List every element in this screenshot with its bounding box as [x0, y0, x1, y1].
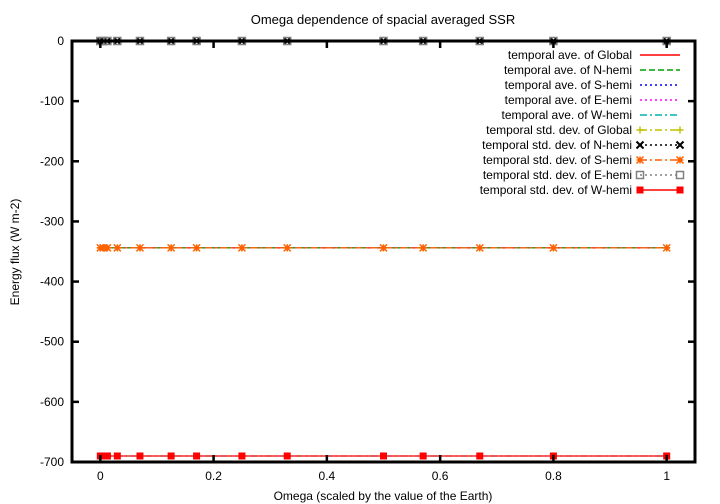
x-tick-label: 0.6	[432, 469, 449, 483]
data-point	[167, 243, 176, 252]
data-point	[379, 243, 388, 252]
data-point	[193, 452, 201, 460]
legend-entry-label: temporal std. dev. of W-hemi	[480, 183, 632, 197]
legend-entry-label: temporal std. dev. of E-hemi	[483, 168, 632, 182]
y-tick-label: -700	[40, 455, 64, 469]
x-tick-label: 0	[97, 469, 104, 483]
data-point	[99, 452, 107, 460]
x-tick-label: 0.2	[205, 469, 222, 483]
legend-entry-label: temporal ave. of N-hemi	[504, 63, 632, 77]
y-tick-label: -100	[40, 94, 64, 108]
plot-frame	[70, 39, 697, 464]
x-tick-label: 0.8	[545, 469, 562, 483]
legend-entry-label: temporal std. dev. of N-hemi	[482, 138, 632, 152]
data-point	[167, 452, 175, 460]
data-point	[192, 243, 201, 252]
y-axis-label: Energy flux (W m-2)	[8, 199, 22, 306]
legend-entry-label: temporal ave. of W-hemi	[502, 108, 633, 122]
y-tick-label: -300	[40, 214, 64, 228]
data-point	[237, 243, 246, 252]
legend-entry-label: temporal ave. of E-hemi	[505, 93, 632, 107]
data-point	[136, 452, 144, 460]
data-point	[103, 243, 112, 252]
series-10	[96, 452, 671, 460]
x-axis-label: Omega (scaled by the value of the Earth)	[274, 489, 493, 503]
y-tick-label: -200	[40, 154, 64, 168]
legend-entry-marker	[676, 126, 684, 134]
legend-entry-marker	[635, 140, 645, 150]
y-tick-label: -500	[40, 335, 64, 349]
data-point	[475, 243, 484, 252]
data-point	[103, 452, 111, 460]
legend-entry-marker	[635, 155, 645, 165]
legend-entry-marker	[635, 170, 645, 180]
y-tick-label: 0	[57, 34, 64, 48]
data-point	[99, 243, 108, 252]
data-point	[380, 452, 387, 460]
series-8	[96, 243, 671, 252]
x-tick-label: 0.4	[319, 469, 336, 483]
legend-entry-label: temporal std. dev. of Global	[486, 123, 632, 137]
data-point	[283, 452, 291, 460]
data-point	[476, 452, 484, 460]
data-point	[283, 243, 292, 252]
legend-entry-label: temporal std. dev. of S-hemi	[483, 153, 632, 167]
data-point	[662, 243, 671, 252]
data-point	[113, 452, 121, 460]
legend-entry-label: temporal ave. of Global	[508, 48, 632, 62]
legend-entry-marker	[675, 170, 685, 180]
chart-title: Omega dependence of spacial averaged SSR	[251, 12, 516, 27]
legend-entry-label: temporal ave. of S-hemi	[505, 78, 632, 92]
legend-entry-marker	[675, 155, 685, 165]
data-point	[549, 243, 558, 252]
data-point	[419, 243, 428, 252]
legend-entry-marker	[636, 126, 644, 134]
x-tick-label: 1	[663, 469, 670, 483]
data-point	[419, 452, 427, 460]
legend-entry-marker	[676, 186, 684, 194]
y-tick-label: -600	[40, 395, 64, 409]
y-tick-label: -400	[40, 275, 64, 289]
data-point	[113, 243, 122, 252]
legend-entry-marker	[636, 186, 644, 194]
data-point	[135, 243, 144, 252]
legend-entry-marker	[675, 140, 685, 150]
data-point	[238, 452, 246, 460]
